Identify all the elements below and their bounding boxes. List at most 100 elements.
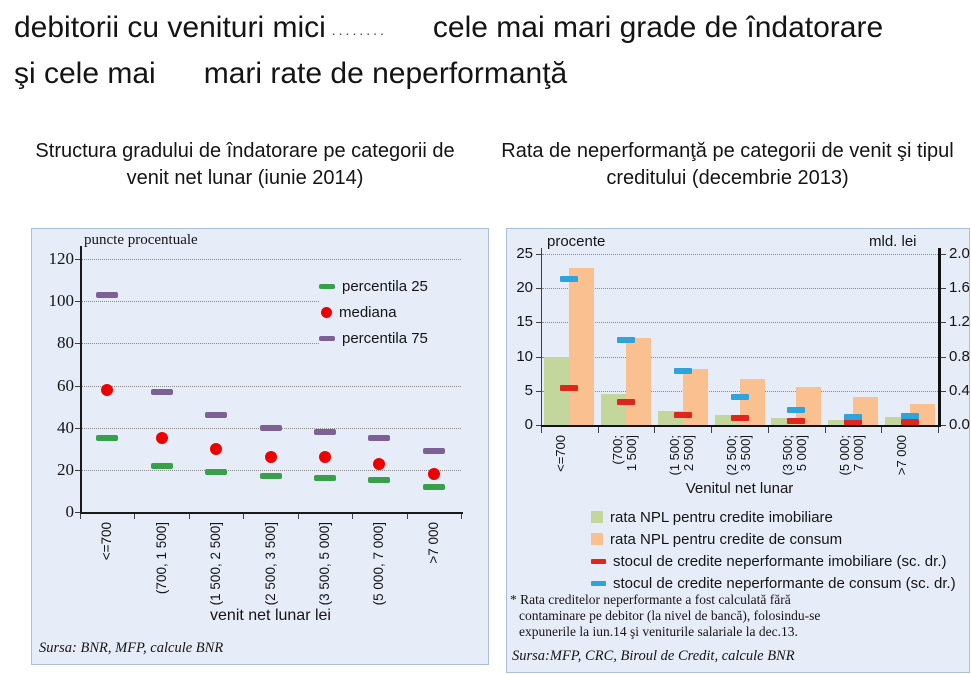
x-axis-tick — [461, 513, 462, 519]
title-line1-part2: cele mai mari grade de îndatorare — [432, 11, 884, 44]
y-axis-label: 40 — [57, 417, 74, 437]
right-axis-tick — [941, 322, 946, 324]
stock-dash-mark — [900, 418, 919, 425]
right-axis-label: 2.0 — [949, 245, 970, 262]
right-axis-label: 0.8 — [949, 347, 970, 365]
grid-line — [82, 301, 461, 303]
legend-item: rata NPL pentru credite imobiliare — [591, 506, 956, 528]
left-axis-tick — [536, 390, 541, 392]
right-axis-label: 0.4 — [949, 381, 970, 399]
legend-item-label: stocul de credite neperformante de consu… — [613, 574, 956, 592]
x-axis-tick — [243, 513, 245, 519]
legend-square-icon — [591, 533, 603, 545]
series-dash-mark — [422, 483, 445, 490]
right-chart-title: Rata de neperformanţă pe categorii de ve… — [501, 140, 954, 189]
stock-dash-mark — [730, 415, 749, 422]
y-axis-tick — [75, 469, 80, 471]
series-dash-mark — [96, 435, 119, 442]
y-axis-label: 100 — [48, 291, 75, 311]
grid-line — [542, 356, 938, 358]
stock-dash-mark — [560, 275, 579, 282]
right-axis-label: 0.0 — [949, 416, 970, 433]
x-axis-tick — [824, 427, 826, 433]
right-axis-tick — [941, 288, 946, 290]
left-axis-label: 20 — [516, 279, 533, 297]
right-source: Sursa:MFP, CRC, Biroul de Credit, calcul… — [512, 648, 795, 664]
x-axis-tick — [767, 427, 769, 433]
right-axis-tick — [941, 390, 946, 392]
series-dot-mark — [373, 457, 386, 470]
x-axis-tick — [134, 513, 136, 519]
series-dot-mark — [318, 451, 331, 464]
x-axis-tick — [188, 513, 190, 519]
y-axis-tick — [75, 427, 80, 429]
legend-dash-icon — [319, 335, 335, 341]
legend-item-label: rata NPL pentru credite de consum — [610, 530, 843, 548]
left-source: Sursa: BNR, MFP, calcule BNR — [39, 640, 224, 656]
bar — [827, 420, 853, 425]
series-dot-mark — [264, 451, 277, 464]
right-axis-line — [938, 248, 941, 427]
y-axis-label: 120 — [48, 249, 75, 268]
right-axis-tick — [941, 254, 946, 255]
left-axis-tick — [536, 425, 541, 426]
stock-dash-mark — [900, 413, 919, 420]
right-axis-label: 1.2 — [949, 313, 970, 331]
left-axis-label: 25 — [516, 245, 533, 262]
series-dash-mark — [313, 428, 336, 435]
title-line2-part1: şi cele mai — [14, 57, 156, 90]
series-dot-mark — [427, 468, 440, 481]
x-axis-tick — [406, 513, 408, 519]
x-axis-tick — [597, 427, 599, 433]
series-dash-mark — [313, 475, 336, 482]
legend-dash-icon — [319, 283, 335, 289]
stock-dash-mark — [673, 411, 692, 418]
right-axis-tick — [941, 425, 946, 426]
legend-item: percentila 25 — [319, 273, 474, 299]
redaction-dots: ........ — [331, 22, 387, 38]
series-dot-mark — [155, 432, 168, 445]
bar — [626, 338, 652, 425]
series-dash-mark — [368, 477, 391, 484]
right-axis-label: 1.6 — [949, 279, 970, 297]
y-axis-label: 0 — [65, 502, 75, 521]
stock-dash-mark — [787, 406, 806, 413]
title-line1-part1: debitorii cu venituri mici — [14, 11, 326, 44]
left-axis-tick — [536, 322, 541, 324]
stock-dash-mark — [730, 393, 749, 400]
legend-item-label: percentila 75 — [342, 329, 428, 347]
legend-item: mediana — [319, 299, 474, 325]
left-xaxis-title: venit net lunar lei — [210, 607, 331, 624]
series-dash-mark — [96, 291, 119, 298]
left-legend: percentila 25 mediana percentila 75 — [319, 271, 474, 353]
bar — [771, 418, 797, 425]
grid-line — [82, 469, 461, 471]
legend-item-label: percentila 25 — [342, 277, 428, 295]
series-dash-mark — [422, 447, 445, 454]
x-axis-label: <=700 — [553, 435, 569, 472]
footnote-line-2: contaminare pe debitor (la nivel de banc… — [519, 608, 821, 623]
legend-item: stocul de credite neperformante de consu… — [591, 572, 956, 594]
series-dot-mark — [101, 383, 114, 396]
y-axis-tick — [75, 259, 80, 260]
right-left-axis-label: procente — [547, 233, 606, 250]
series-dash-mark — [259, 473, 282, 480]
left-axis-tick — [536, 254, 541, 255]
legend-item: rata NPL pentru credite de consum — [591, 528, 956, 550]
x-axis-line — [541, 425, 941, 427]
x-axis-tick — [352, 513, 354, 519]
left-axis-label: 5 — [524, 381, 533, 399]
grid-line — [82, 385, 461, 387]
x-axis-tick — [80, 513, 81, 519]
stock-dash-mark — [843, 418, 862, 425]
legend-item-label: mediana — [339, 303, 397, 321]
x-axis-tick — [881, 427, 883, 433]
series-dash-mark — [259, 424, 282, 431]
right-footnote: * Rata creditelor neperformante a fost c… — [510, 592, 950, 640]
stock-dash-mark — [843, 414, 862, 421]
series-dash-mark — [368, 435, 391, 442]
legend-dash-icon — [591, 580, 606, 586]
x-axis-tick — [297, 513, 299, 519]
left-axis-line — [541, 248, 542, 427]
left-chart-panel: puncte procentuale 0 20 40 60 80 100 120 <=700(… — [31, 228, 489, 665]
